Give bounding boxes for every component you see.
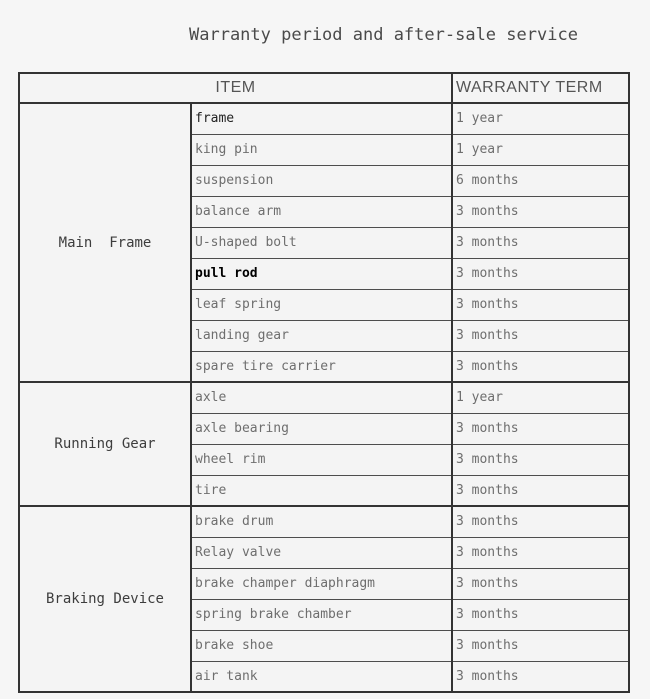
term-cell: 3 months <box>451 474 630 507</box>
term-cell: 3 months <box>451 350 630 383</box>
term-cell: 1 year <box>451 102 630 135</box>
table-body: Main Frame frame 1 year king pin 1 year suspe… <box>18 102 630 693</box>
term-cell: 3 months <box>451 536 630 569</box>
term-cell: 3 months <box>451 288 630 321</box>
table-row: pull rod 3 months <box>19 257 630 290</box>
item-cell: landing gear <box>190 319 453 352</box>
table-row: Running Gear axle 1 year <box>18 381 630 507</box>
term-cell: 3 months <box>451 226 630 259</box>
table-row: tire 3 months <box>19 474 630 507</box>
item-cell: brake shoe <box>190 629 453 662</box>
term-cell: 3 months <box>451 412 630 445</box>
table-row: leaf spring 3 months <box>19 288 630 321</box>
term-cell: 3 months <box>451 660 630 693</box>
item-cell: air tank <box>190 660 453 693</box>
term-cell: 3 months <box>451 319 630 352</box>
term-cell: 3 months <box>451 257 630 290</box>
header-row: ITEM WARRANTY TERM <box>18 72 630 104</box>
table-row: spare tire carrier 3 months <box>19 350 630 383</box>
table-row: landing gear 3 months <box>19 319 630 352</box>
table-row: Braking Device brake drum 3 months <box>18 505 630 693</box>
term-cell: 3 months <box>451 598 630 631</box>
group-cell: Main Frame <box>18 102 192 383</box>
page-title: Warranty period and after-sale service <box>189 25 578 45</box>
item-cell: spare tire carrier <box>190 350 453 383</box>
table-row: Relay valve 3 months <box>19 536 630 569</box>
item-cell: king pin <box>190 133 453 166</box>
group-cell: Braking Device <box>18 505 192 693</box>
table-row: suspension 6 months <box>19 164 630 197</box>
term-cell: 3 months <box>451 629 630 662</box>
item-cell: suspension <box>190 164 453 197</box>
term-cell: 3 months <box>451 505 630 538</box>
item-cell: pull rod <box>190 257 453 290</box>
term-cell: 3 months <box>451 567 630 600</box>
item-cell: spring brake chamber <box>190 598 453 631</box>
table-row: spring brake chamber 3 months <box>19 598 630 631</box>
table-row: air tank 3 months <box>19 660 630 693</box>
table-row: brake shoe 3 months <box>19 629 630 662</box>
warranty-table: ITEM WARRANTY TERM Main Frame frame 1 year… <box>18 72 630 693</box>
item-cell: Relay valve <box>190 536 453 569</box>
item-cell: axle <box>190 381 453 414</box>
term-cell: 1 year <box>451 381 630 414</box>
item-cell: frame <box>190 102 453 135</box>
table-row: king pin 1 year <box>19 133 630 166</box>
item-cell: wheel rim <box>190 443 453 476</box>
table-row: Main Frame frame 1 year <box>18 102 630 383</box>
item-cell: U-shaped bolt <box>190 226 453 259</box>
header-item: ITEM <box>18 72 453 104</box>
item-cell: balance arm <box>190 195 453 228</box>
table-row: U-shaped bolt 3 months <box>19 226 630 259</box>
item-cell: brake drum <box>190 505 453 538</box>
item-cell: leaf spring <box>190 288 453 321</box>
item-cell: brake champer diaphragm <box>190 567 453 600</box>
table-row: balance arm 3 months <box>19 195 630 228</box>
item-cell: tire <box>190 474 453 507</box>
table-row: axle bearing 3 months <box>19 412 630 445</box>
table-row: brake champer diaphragm 3 months <box>19 567 630 600</box>
group-cell: Running Gear <box>18 381 192 507</box>
table-header: ITEM WARRANTY TERM <box>18 72 630 104</box>
header-warranty-term: WARRANTY TERM <box>451 72 630 104</box>
term-cell: 6 months <box>451 164 630 197</box>
item-cell: axle bearing <box>190 412 453 445</box>
term-cell: 1 year <box>451 133 630 166</box>
term-cell: 3 months <box>451 443 630 476</box>
term-cell: 3 months <box>451 195 630 228</box>
